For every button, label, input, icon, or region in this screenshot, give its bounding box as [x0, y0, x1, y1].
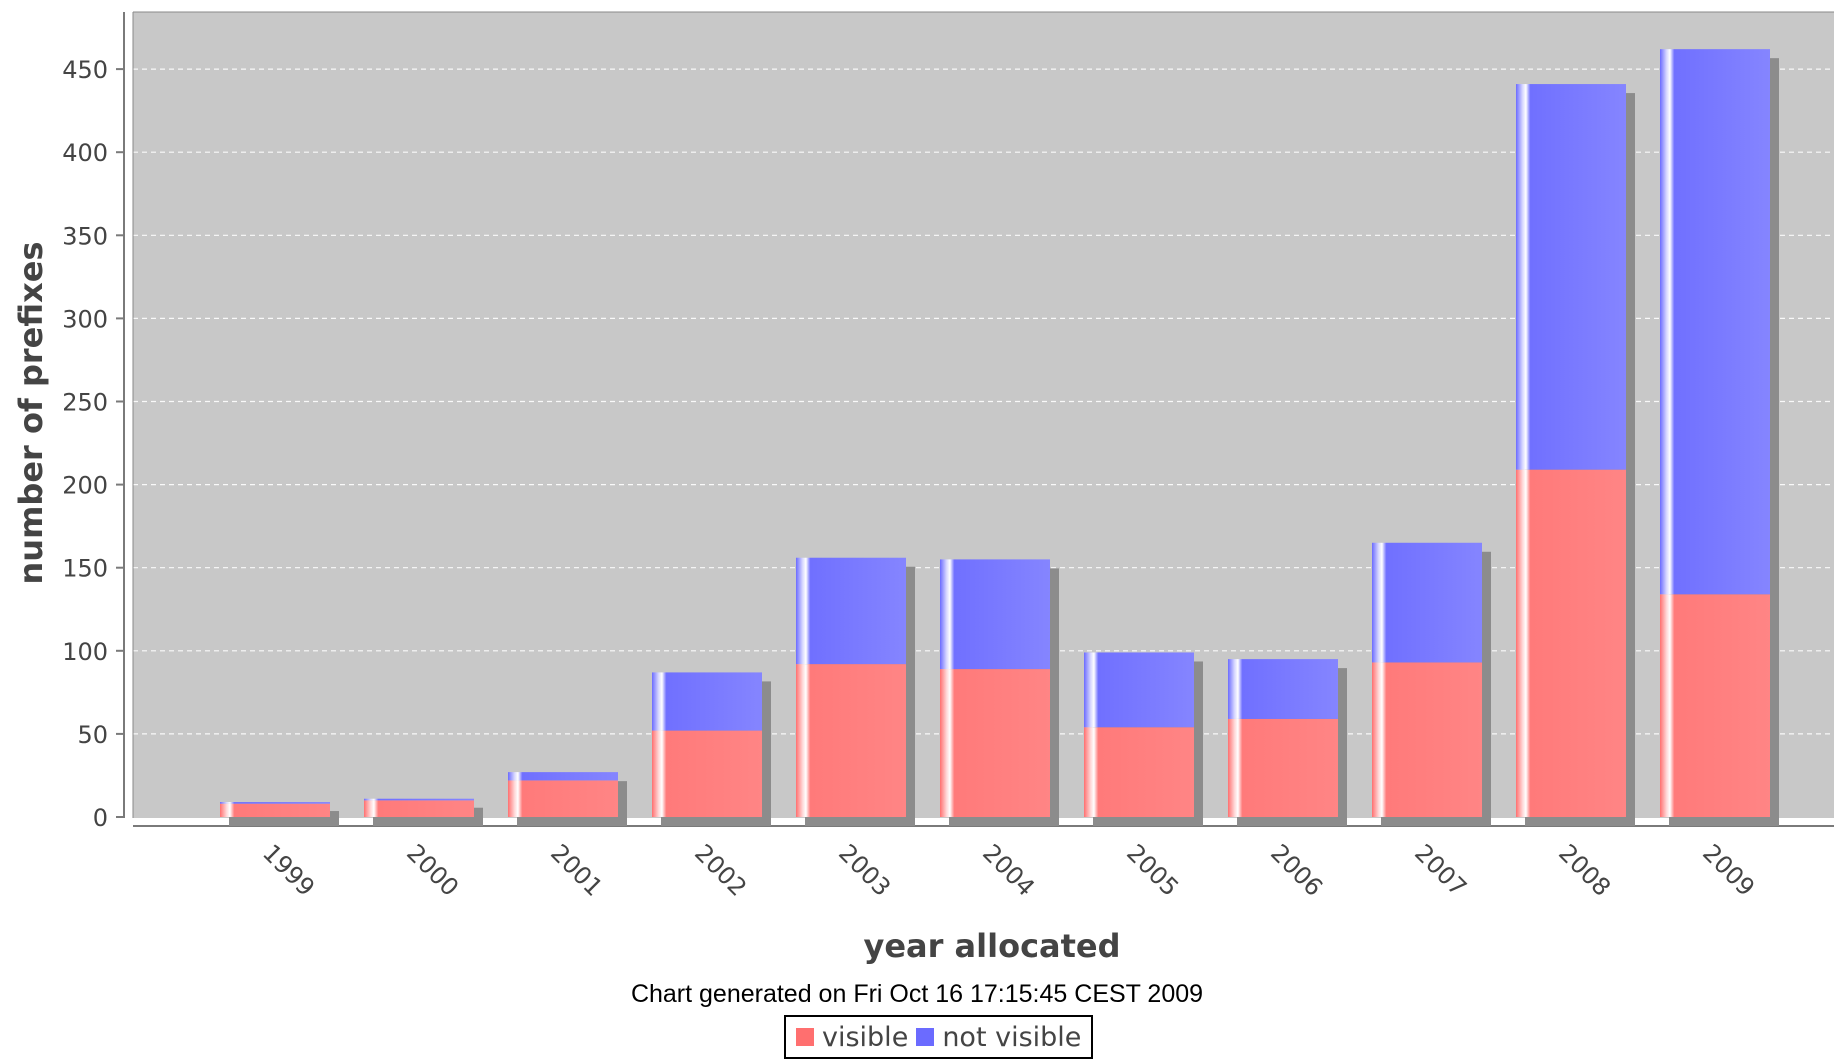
bar-not-visible-2003 [796, 557, 906, 665]
y-tick-label-350: 350 [62, 222, 108, 250]
bar-not-visible-2004 [940, 559, 1050, 670]
y-tick-label-100: 100 [62, 638, 108, 666]
bars [220, 49, 1770, 817]
bar-visible-2000 [364, 800, 474, 817]
y-axis-title: number of prefixes [12, 242, 50, 585]
bar-visible-2003 [796, 664, 906, 817]
x-tick-label-2006: 2006 [1265, 839, 1328, 902]
legend-label-not-visible: not visible [942, 1021, 1082, 1053]
bar-visible-2005 [1084, 727, 1194, 817]
x-tick-label-2004: 2004 [977, 839, 1040, 902]
x-tick-label-2001: 2001 [545, 839, 608, 902]
legend-item-visible: visible [796, 1022, 908, 1053]
bar-visible-2006 [1228, 718, 1338, 817]
x-axis-title: year allocated [863, 927, 1120, 965]
legend-label-visible: visible [822, 1021, 909, 1053]
bar-not-visible-2005 [1084, 652, 1194, 728]
bar-not-visible-2008 [1516, 84, 1626, 470]
y-tick-label-400: 400 [62, 139, 108, 167]
bar-visible-2009 [1660, 594, 1770, 817]
y-tick-label-150: 150 [62, 555, 108, 583]
bar-not-visible-2000 [364, 798, 474, 801]
y-tick-label-200: 200 [62, 472, 108, 500]
bar-not-visible-2007 [1372, 542, 1482, 663]
bar-not-visible-2002 [652, 672, 762, 731]
bar-visible-2001 [508, 780, 618, 817]
y-tick-label-450: 450 [62, 56, 108, 84]
x-tick-label-2003: 2003 [833, 839, 896, 902]
bar-not-visible-2009 [1660, 49, 1770, 595]
y-tick-label-300: 300 [62, 305, 108, 333]
legend: visible not visible [784, 1015, 1094, 1059]
bar-visible-2008 [1516, 469, 1626, 817]
y-tick-label-50: 50 [77, 721, 108, 749]
x-tick-label-2007: 2007 [1409, 839, 1472, 902]
bar-visible-2004 [940, 669, 1050, 817]
chart-generated-note: Chart generated on Fri Oct 16 17:15:45 C… [630, 980, 1204, 1008]
x-axis-ticks: 1999 2000 2001 2002 2003 2004 2005 2006 2007 2008… [257, 839, 1760, 902]
bar-not-visible-2001 [508, 772, 618, 781]
bar-visible-1999 [220, 803, 330, 817]
bar-not-visible-2006 [1228, 659, 1338, 719]
y-tick-label-250: 250 [62, 389, 108, 417]
legend-swatch-not-visible [916, 1028, 935, 1046]
x-tick-label-1999: 1999 [257, 839, 320, 902]
x-tick-label-2000: 2000 [401, 839, 464, 902]
y-axis-ticks: 0 50 100 150 200 250 300 350 400 450 [62, 56, 124, 832]
bar-visible-2002 [652, 730, 762, 817]
legend-item-not-visible: not visible [916, 1022, 1081, 1053]
y-tick-label-0: 0 [93, 804, 108, 832]
x-tick-label-2002: 2002 [689, 839, 752, 902]
x-tick-label-2009: 2009 [1697, 839, 1760, 902]
x-tick-label-2005: 2005 [1121, 839, 1184, 902]
legend-swatch-visible [796, 1028, 814, 1046]
bar-not-visible-1999 [220, 802, 330, 804]
x-tick-label-2008: 2008 [1553, 839, 1616, 902]
bar-visible-2007 [1372, 662, 1482, 817]
